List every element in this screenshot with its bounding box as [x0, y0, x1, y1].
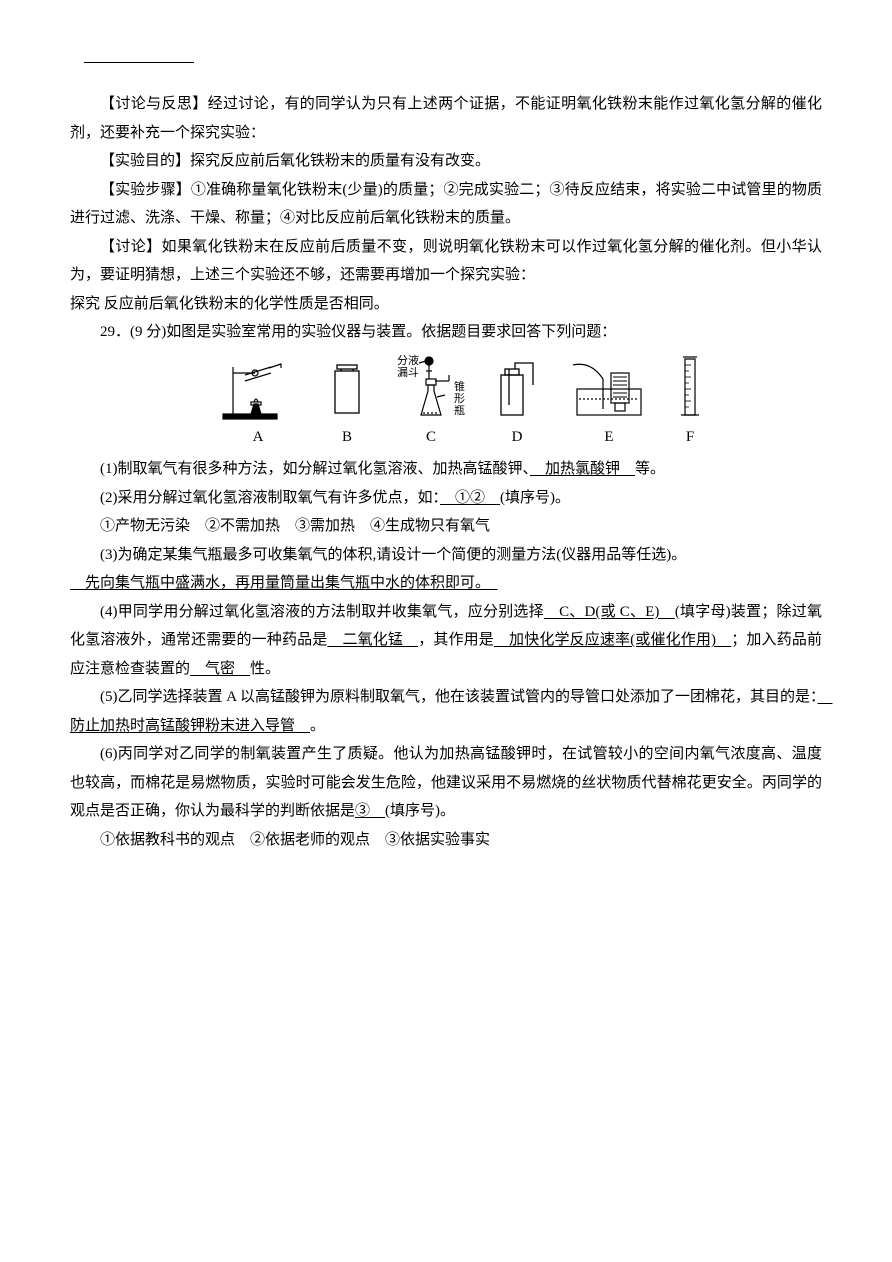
- q29-p6-ans: ③: [355, 803, 385, 819]
- q29-p4-ans4: 气密: [190, 661, 250, 677]
- funnel-annot-2: 漏斗: [397, 363, 419, 384]
- q29-p3: (3)为确定某集气瓶最多可收集氧气的体积,请设计一个简便的测量方法(仪器用品等任…: [70, 541, 822, 570]
- apparatus-row: A B 分液 漏斗 锥 形 瓶: [70, 355, 822, 452]
- apparatus-e-icon: [571, 359, 647, 421]
- q29-p1-suffix: 等。: [635, 461, 665, 477]
- flask-annot-3: 瓶: [454, 401, 465, 422]
- q29-p2-answer: ①②: [440, 490, 500, 506]
- apparatus-c: 分液 漏斗 锥 形 瓶 C: [399, 355, 463, 452]
- apparatus-b-icon: [327, 359, 367, 421]
- q29-p4-ans1: C、D(或 C、E): [544, 604, 675, 620]
- apparatus-c-label: C: [426, 423, 436, 452]
- apparatus-f-icon: [679, 355, 701, 421]
- exp-steps: 【实验步骤】①准确称量氧化铁粉末(少量)的质量；②完成实验二；③待反应结束，将实…: [70, 176, 822, 233]
- exp-purpose-heading: 【实验目的】: [100, 153, 190, 169]
- q29-p6-options: ①依据教科书的观点 ②依据老师的观点 ③依据实验事实: [70, 826, 822, 855]
- apparatus-a: A: [221, 359, 295, 452]
- q29-p5-b: 。: [310, 718, 325, 734]
- q29-p2-suffix: (填序号)。: [500, 490, 570, 506]
- q29-p2-prefix: (2)采用分解过氧化氢溶液制取氧气有许多优点，如：: [100, 490, 440, 506]
- discussion-reflect: 【讨论与反思】经过讨论，有的同学认为只有上述两个证据，不能证明氧化铁粉末能作过氧…: [70, 90, 822, 147]
- apparatus-d-label: D: [512, 423, 523, 452]
- apparatus-e: E: [571, 359, 647, 452]
- apparatus-b-label: B: [342, 423, 352, 452]
- q29-p4-c: ，其作用是: [418, 632, 494, 648]
- q29-p3-answer-line: 先向集气瓶中盛满水，再用量筒量出集气瓶中水的体积即可。: [70, 569, 822, 598]
- q29-p6-b: (填序号)。: [385, 803, 455, 819]
- q29-p1-answer: 加热氯酸钾: [530, 461, 635, 477]
- apparatus-d: D: [495, 359, 539, 452]
- apparatus-a-icon: [221, 359, 295, 421]
- apparatus-f-label: F: [686, 423, 694, 452]
- q29-p3-answer: 先向集气瓶中盛满水，再用量筒量出集气瓶中水的体积即可。: [70, 575, 498, 591]
- discussion2-text-a: 如果氧化铁粉末在反应前后质量不变，则说明氧化铁粉末可以作过氧化氢分解的催化剂。但…: [70, 239, 822, 284]
- q29-p4-e: 性。: [250, 661, 280, 677]
- apparatus-b: B: [327, 359, 367, 452]
- discussion2-a: 【讨论】如果氧化铁粉末在反应前后质量不变，则说明氧化铁粉末可以作过氧化氢分解的催…: [70, 233, 822, 290]
- q29-p2-options: ①产物无污染 ②不需加热 ③需加热 ④生成物只有氧气: [70, 512, 822, 541]
- q29-p2: (2)采用分解过氧化氢溶液制取氧气有许多优点，如： ①② (填序号)。: [70, 484, 822, 513]
- exp-purpose-text: 探究反应前后氧化铁粉末的质量有没有改变。: [190, 153, 490, 169]
- q29-p5: (5)乙同学选择装置 A 以高锰酸钾为原料制取氧气，他在该装置试管内的导管口处添…: [70, 683, 822, 740]
- exp-purpose: 【实验目的】探究反应前后氧化铁粉末的质量有没有改变。: [70, 147, 822, 176]
- q29-p4-ans2: 二氧化锰: [327, 632, 418, 648]
- q29-p1: (1)制取氧气有很多种方法，如分解过氧化氢溶液、加热高锰酸钾、 加热氯酸钾 等。: [70, 455, 822, 484]
- discussion2-b: 探究 反应前后氧化铁粉末的化学性质是否相同。: [70, 290, 822, 319]
- discussion-reflect-heading: 【讨论与反思】: [100, 96, 208, 112]
- q29-p5-a: (5)乙同学选择装置 A 以高锰酸钾为原料制取氧气，他在该装置试管内的导管口处添…: [100, 689, 818, 705]
- discussion2-heading: 【讨论】: [100, 239, 161, 255]
- apparatus-d-icon: [495, 359, 539, 421]
- exp-steps-heading: 【实验步骤】: [100, 182, 191, 198]
- q29-p6: (6)丙同学对乙同学的制氧装置产生了质疑。他认为加热高锰酸钾时，在试管较小的空间…: [70, 740, 822, 826]
- q29-p4-ans3: 加快化学反应速率(或催化作用): [494, 632, 731, 648]
- q29-p4-a: (4)甲同学用分解过氧化氢溶液的方法制取并收集氧气，应分别选择: [100, 604, 544, 620]
- q29-p4: (4)甲同学用分解过氧化氢溶液的方法制取并收集氧气，应分别选择 C、D(或 C、…: [70, 598, 822, 684]
- q29-stem: 29．(9 分)如图是实验室常用的实验仪器与装置。依据题目要求回答下列问题：: [70, 318, 822, 347]
- apparatus-e-label: E: [604, 423, 613, 452]
- q29-p1-prefix: (1)制取氧气有很多种方法，如分解过氧化氢溶液、加热高锰酸钾、: [100, 461, 530, 477]
- apparatus-a-label: A: [253, 423, 264, 452]
- header-rule: [84, 62, 194, 63]
- apparatus-f: F: [679, 355, 701, 452]
